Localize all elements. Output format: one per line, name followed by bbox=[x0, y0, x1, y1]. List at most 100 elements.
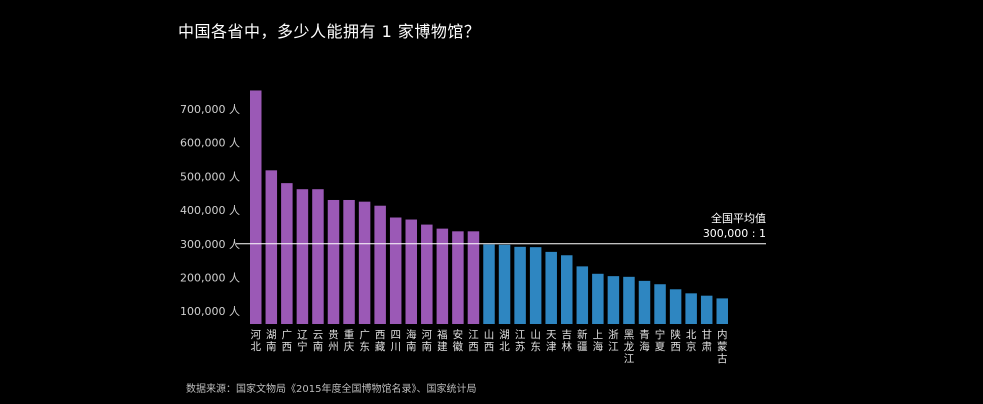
y-tick-label: 200,000 人 bbox=[180, 271, 240, 284]
y-tick-label: 100,000 人 bbox=[180, 305, 240, 318]
category-label: 南 bbox=[422, 340, 433, 353]
category-label: 蒙 bbox=[717, 340, 728, 353]
category-label: 陕 bbox=[670, 328, 681, 341]
category-label: 古 bbox=[717, 352, 728, 365]
category-label: 京 bbox=[686, 340, 697, 353]
category-label: 甘 bbox=[701, 328, 712, 341]
category-label: 天 bbox=[546, 329, 557, 341]
category-label: 北 bbox=[251, 341, 262, 353]
category-label: 津 bbox=[546, 341, 557, 353]
bar-7 bbox=[358, 201, 371, 324]
category-label: 西 bbox=[468, 341, 479, 353]
bar-19 bbox=[545, 251, 557, 324]
bar-1 bbox=[265, 170, 278, 324]
category-label: 徽 bbox=[453, 340, 464, 353]
category-label: 江 bbox=[608, 341, 619, 353]
bar-22 bbox=[592, 273, 604, 324]
category-label: 肃 bbox=[701, 341, 712, 353]
y-tick-label: 500,000 人 bbox=[180, 170, 240, 183]
category-label: 辽 bbox=[297, 329, 308, 341]
category-label: 龙 bbox=[624, 340, 635, 353]
category-label: 广 bbox=[282, 329, 293, 341]
category-label: 湖 bbox=[266, 329, 277, 341]
category-label: 庆 bbox=[344, 340, 355, 353]
category-label: 河 bbox=[422, 329, 433, 341]
category-label: 江 bbox=[515, 329, 526, 341]
category-label: 浙 bbox=[608, 329, 619, 341]
category-label: 南 bbox=[313, 340, 324, 353]
category-label: 东 bbox=[530, 340, 541, 353]
category-label: 西 bbox=[670, 341, 681, 353]
category-label: 吉 bbox=[562, 329, 573, 341]
category-label: 东 bbox=[359, 340, 370, 353]
bar-9 bbox=[389, 217, 402, 324]
bar-12 bbox=[436, 228, 449, 324]
average-label: 全国平均值 bbox=[711, 211, 766, 225]
bar-2 bbox=[281, 183, 293, 324]
category-label: 北 bbox=[686, 329, 697, 341]
y-tick-label: 400,000 人 bbox=[180, 204, 240, 217]
category-label: 海 bbox=[406, 328, 417, 341]
data-source-note: 数据来源：国家文物局《2015年度全国博物馆名录》、国家统计局 bbox=[186, 384, 477, 395]
bar-29 bbox=[700, 295, 713, 324]
category-label: 川 bbox=[390, 341, 401, 353]
category-label: 建 bbox=[437, 340, 448, 353]
category-label: 湖 bbox=[499, 329, 510, 341]
bar-17 bbox=[514, 246, 526, 324]
category-label: 海 bbox=[639, 340, 650, 353]
bar-26 bbox=[654, 284, 666, 324]
bar-5 bbox=[327, 199, 340, 324]
category-label: 州 bbox=[328, 341, 339, 353]
bar-23 bbox=[607, 276, 620, 324]
category-label: 山 bbox=[484, 329, 495, 341]
category-label: 藏 bbox=[375, 341, 386, 353]
category-label: 四 bbox=[390, 329, 401, 341]
category-label: 夏 bbox=[655, 341, 666, 353]
bar-14 bbox=[467, 231, 480, 324]
category-label: 西 bbox=[282, 341, 293, 353]
bar-30 bbox=[716, 298, 728, 324]
category-label: 海 bbox=[593, 340, 604, 353]
category-label: 南 bbox=[406, 340, 417, 353]
bar-3 bbox=[296, 189, 309, 324]
y-tick-label: 300,000 人 bbox=[180, 238, 240, 251]
category-label: 福 bbox=[437, 328, 448, 341]
bar-10 bbox=[405, 219, 417, 324]
category-label: 河 bbox=[251, 329, 262, 341]
category-label: 苏 bbox=[515, 340, 526, 353]
bar-18 bbox=[529, 247, 542, 324]
category-label: 广 bbox=[359, 329, 370, 341]
bar-28 bbox=[685, 293, 697, 324]
category-label: 新 bbox=[577, 328, 588, 341]
average-value-label: 300,000 : 1 bbox=[703, 227, 766, 240]
y-tick-label: 600,000 人 bbox=[180, 137, 240, 150]
bar-24 bbox=[623, 276, 635, 324]
bar-6 bbox=[343, 199, 355, 324]
category-label: 西 bbox=[375, 329, 386, 341]
category-label: 内 bbox=[717, 328, 728, 341]
category-label: 上 bbox=[593, 329, 604, 341]
bar-15 bbox=[483, 244, 495, 324]
bar-27 bbox=[669, 289, 682, 324]
category-label: 宁 bbox=[655, 328, 666, 341]
category-label: 青 bbox=[639, 328, 650, 341]
bar-16 bbox=[498, 244, 511, 324]
category-label: 黑 bbox=[624, 329, 635, 341]
category-label: 安 bbox=[453, 328, 464, 341]
bar-20 bbox=[561, 255, 573, 324]
category-label: 山 bbox=[530, 329, 541, 341]
category-label: 云 bbox=[313, 329, 324, 341]
category-label: 南 bbox=[266, 340, 277, 353]
category-label: 江 bbox=[624, 353, 635, 365]
bar-21 bbox=[576, 266, 589, 324]
category-label: 林 bbox=[562, 340, 573, 353]
category-label: 北 bbox=[499, 341, 510, 353]
bar-4 bbox=[312, 189, 324, 324]
category-label: 疆 bbox=[577, 341, 588, 353]
bar-13 bbox=[452, 231, 464, 324]
y-tick-label: 700,000 人 bbox=[180, 103, 240, 116]
chart-title: 中国各省中，多少人能拥有 1 家博物馆？ bbox=[178, 22, 481, 41]
bar-0 bbox=[250, 90, 262, 324]
category-label: 重 bbox=[344, 328, 355, 341]
